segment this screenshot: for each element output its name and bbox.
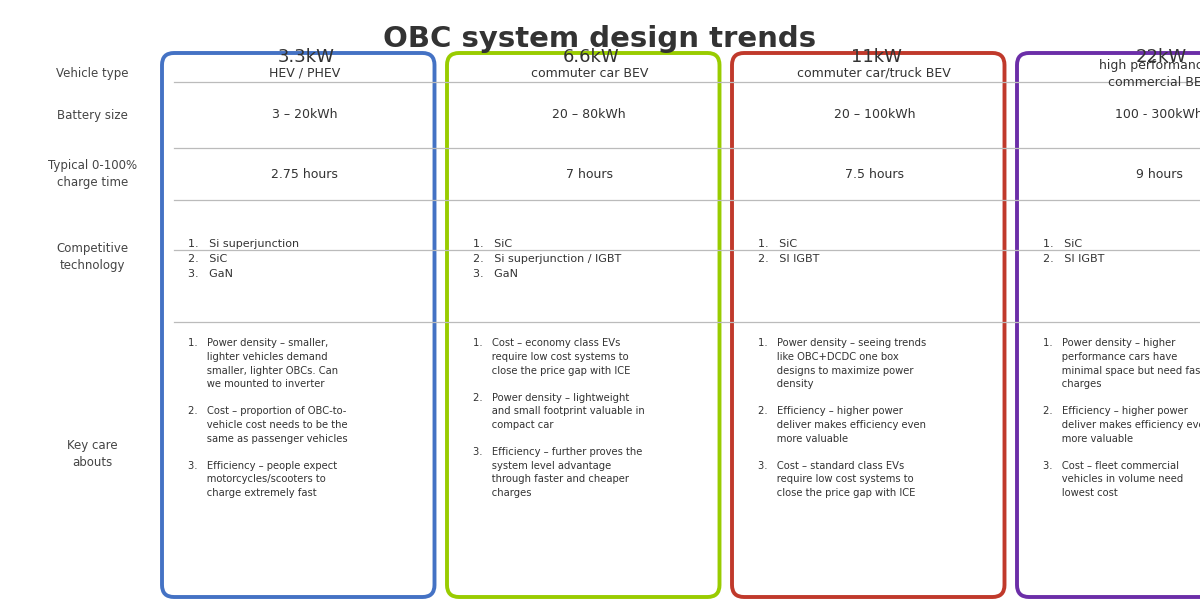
Text: 1.   Power density – seeing trends
      like OBC+DCDC one box
      designs to : 1. Power density – seeing trends like OB…: [758, 338, 926, 498]
Text: 20 – 80kWh: 20 – 80kWh: [552, 109, 626, 121]
Text: Typical 0-100%
charge time: Typical 0-100% charge time: [48, 159, 137, 189]
Text: Key care
abouts: Key care abouts: [67, 439, 118, 469]
Text: 1.   SiC
2.   SI IGBT: 1. SiC 2. SI IGBT: [1043, 239, 1104, 264]
Text: 1.   Power density – higher
      performance cars have
      minimal space but : 1. Power density – higher performance ca…: [1043, 338, 1200, 498]
Text: 1.   SiC
2.   SI IGBT: 1. SiC 2. SI IGBT: [758, 239, 820, 264]
Text: 7 hours: 7 hours: [565, 167, 613, 181]
Text: Vehicle type: Vehicle type: [56, 67, 128, 80]
Text: 9 hours: 9 hours: [1136, 167, 1183, 181]
Text: 2.75 hours: 2.75 hours: [271, 167, 337, 181]
Text: 1.   Power density – smaller,
      lighter vehicles demand
      smaller, light: 1. Power density – smaller, lighter vehi…: [188, 338, 348, 498]
Text: 7.5 hours: 7.5 hours: [845, 167, 904, 181]
Text: 3.3kW: 3.3kW: [278, 48, 335, 66]
FancyBboxPatch shape: [446, 53, 720, 597]
FancyBboxPatch shape: [1018, 53, 1200, 597]
Text: commuter car BEV: commuter car BEV: [530, 67, 648, 80]
Text: 11kW: 11kW: [851, 48, 901, 66]
Text: commuter car/truck BEV: commuter car/truck BEV: [797, 67, 952, 80]
FancyBboxPatch shape: [732, 53, 1004, 597]
Text: 3 – 20kWh: 3 – 20kWh: [271, 109, 337, 121]
Text: 100 - 300kWh: 100 - 300kWh: [1115, 109, 1200, 121]
Text: Battery size: Battery size: [58, 109, 128, 121]
Text: HEV / PHEV: HEV / PHEV: [269, 67, 340, 80]
Text: 1.   SiC
2.   Si superjunction / IGBT
3.   GaN: 1. SiC 2. Si superjunction / IGBT 3. GaN: [473, 239, 622, 278]
Text: OBC system design trends: OBC system design trends: [384, 25, 816, 53]
Text: 22kW: 22kW: [1135, 48, 1187, 66]
Text: 1.   Cost – economy class EVs
      require low cost systems to
      close the : 1. Cost – economy class EVs require low …: [473, 338, 644, 498]
Text: 1.   Si superjunction
2.   SiC
3.   GaN: 1. Si superjunction 2. SiC 3. GaN: [188, 239, 299, 278]
Text: 6.6kW: 6.6kW: [563, 48, 619, 66]
Text: Competitive
technology: Competitive technology: [56, 242, 128, 272]
FancyBboxPatch shape: [162, 53, 434, 597]
Text: high performance /
commercial BEV: high performance / commercial BEV: [1099, 58, 1200, 88]
Text: 20 – 100kWh: 20 – 100kWh: [834, 109, 916, 121]
